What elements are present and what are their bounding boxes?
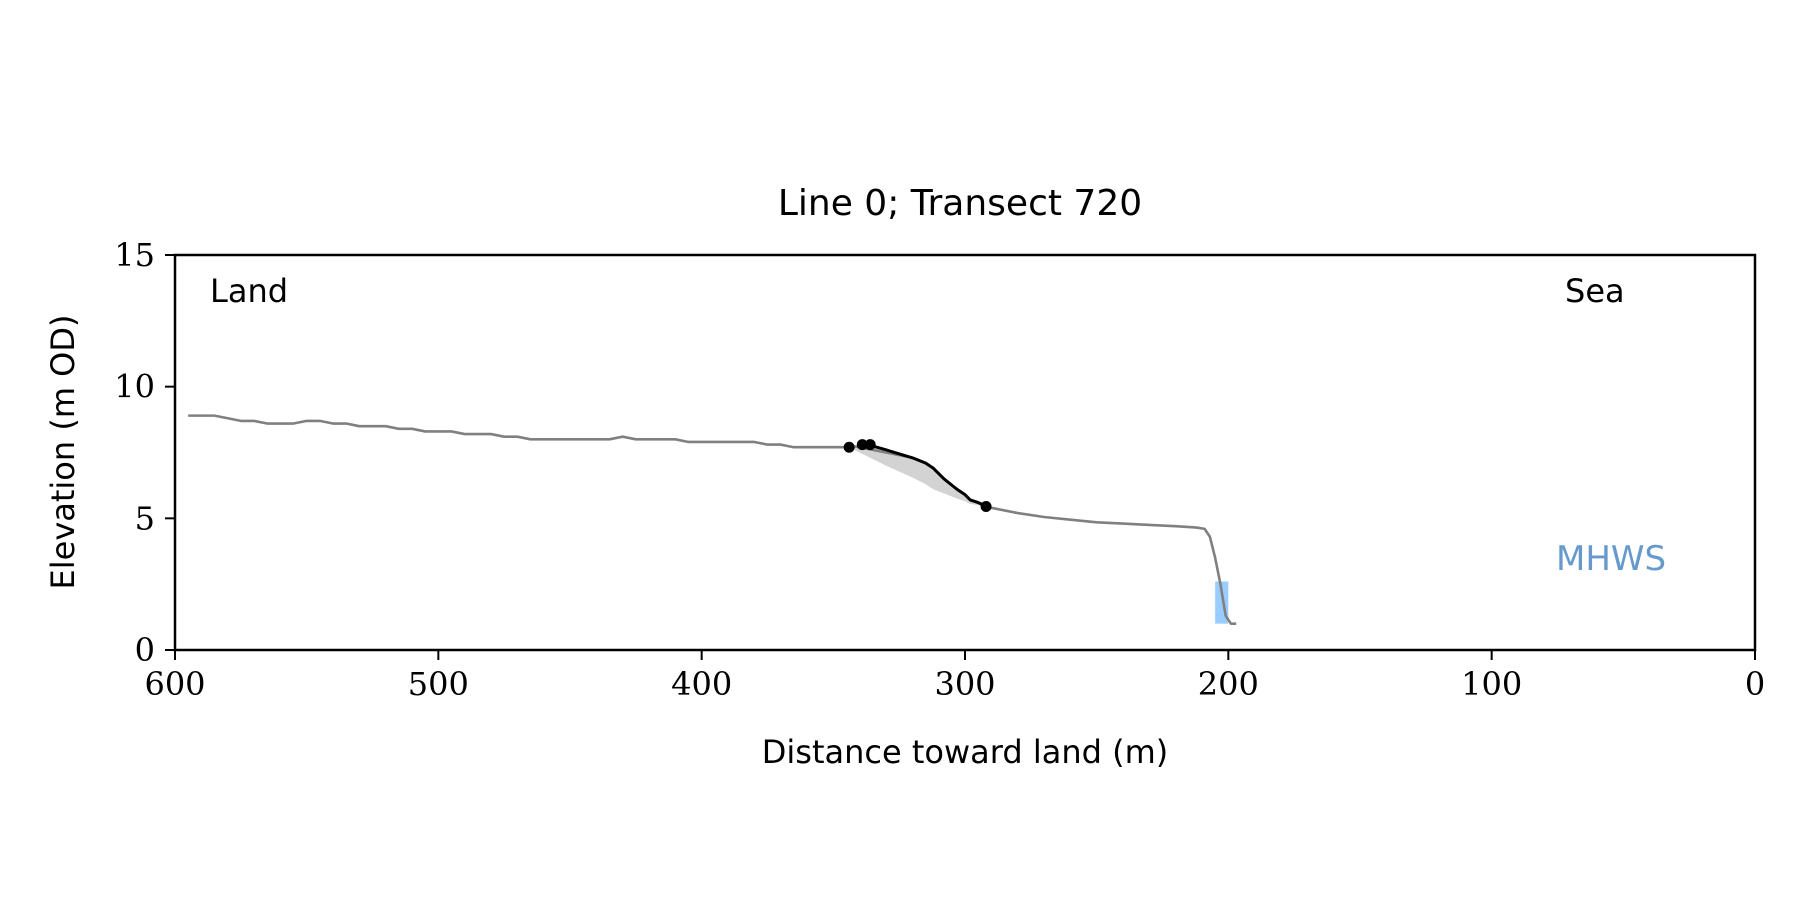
feature-marker: [843, 441, 855, 453]
x-tick-label: 100: [1461, 665, 1522, 703]
x-tick-label: 600: [144, 665, 205, 703]
feature-marker: [980, 500, 992, 512]
x-axis: 600 500 400 300 200 100 0: [144, 650, 1765, 703]
plot-frame: [173, 253, 1757, 652]
x-tick-label: 400: [671, 665, 732, 703]
y-axis-label: Elevation (m OD): [44, 315, 82, 590]
feature-fill-area: [849, 444, 987, 507]
feature-marker: [856, 439, 868, 451]
x-tick-label: 300: [934, 665, 995, 703]
feature-marker: [864, 439, 876, 451]
y-tick-label: 5: [135, 499, 155, 537]
land-annotation: Land: [210, 272, 288, 310]
y-tick-label: 10: [114, 368, 155, 406]
sea-annotation: Sea: [1565, 272, 1625, 310]
x-axis-label: Distance toward land (m): [762, 733, 1168, 771]
profile-line: [188, 414, 1237, 625]
y-axis: 0 5 10 15: [114, 236, 175, 669]
x-tick-label: 500: [408, 665, 469, 703]
x-tick-label: 200: [1198, 665, 1259, 703]
mhws-annotation: MHWS: [1556, 539, 1666, 579]
plot-area: [188, 414, 1237, 625]
y-tick-label: 15: [114, 236, 155, 274]
chart-title: Line 0; Transect 720: [778, 183, 1142, 224]
feature-line: [867, 443, 987, 508]
x-tick-label: 0: [1745, 665, 1765, 703]
y-tick-label: 0: [135, 631, 155, 669]
